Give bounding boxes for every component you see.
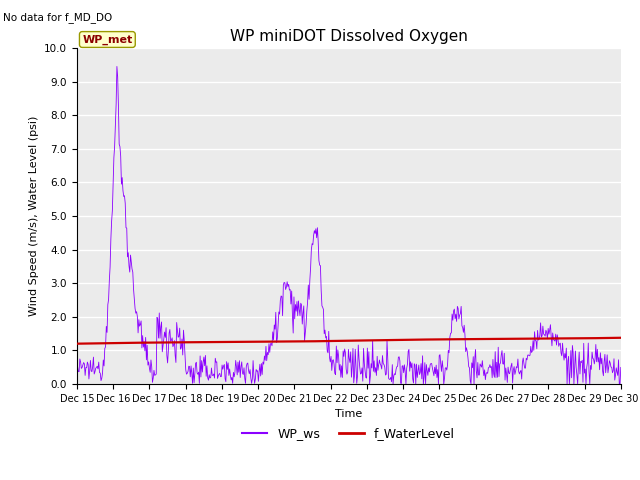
Text: No data for f_MD_DO: No data for f_MD_DO: [3, 12, 113, 23]
Text: WP_met: WP_met: [82, 35, 132, 45]
Legend: WP_ws, f_WaterLevel: WP_ws, f_WaterLevel: [237, 422, 460, 445]
X-axis label: Time: Time: [335, 409, 362, 419]
Y-axis label: Wind Speed (m/s), Water Level (psi): Wind Speed (m/s), Water Level (psi): [29, 116, 38, 316]
Title: WP miniDOT Dissolved Oxygen: WP miniDOT Dissolved Oxygen: [230, 29, 468, 44]
